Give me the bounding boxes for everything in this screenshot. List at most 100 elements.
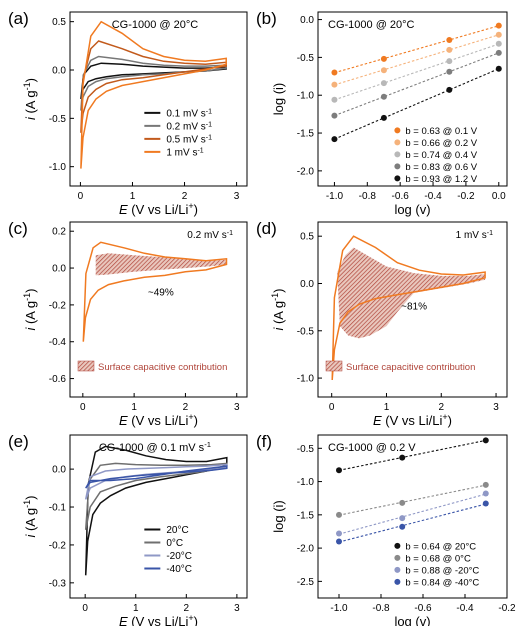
y-tick-label: -1.0	[297, 374, 315, 385]
legend-label: 0.2 mV s-1	[166, 121, 212, 133]
fit-line-3	[334, 52, 499, 117]
data-point	[399, 454, 406, 461]
data-point	[482, 490, 489, 497]
y-tick-label: -1.5	[297, 510, 315, 521]
x-tick-label: 3	[234, 402, 240, 413]
x-axis-label: E (V vs Li/Li+)	[119, 412, 198, 428]
y-tick-label: 0.0	[300, 279, 314, 290]
legend-label: 20°C	[166, 525, 188, 536]
cv-curve	[331, 235, 486, 381]
legend-marker	[394, 554, 401, 561]
legend-label: 0.5 mV s-1	[166, 134, 212, 146]
data-point	[331, 96, 338, 103]
data-point	[482, 437, 489, 444]
data-point	[446, 58, 453, 65]
data-point	[331, 136, 338, 143]
y-tick-label: -2.0	[297, 166, 315, 177]
data-point	[380, 114, 387, 121]
legend-label: 0°C	[166, 538, 183, 549]
plot-frame	[317, 434, 508, 599]
y-tick-label: -0.6	[49, 374, 67, 385]
series-line-3	[85, 465, 228, 489]
x-tick-label: 1	[131, 402, 137, 413]
data-point	[446, 36, 453, 43]
legend-marker	[394, 566, 401, 573]
legend-label: b = 0.63 @ 0.1 V	[405, 126, 477, 137]
panel-b: -1.0 -0.8 -0.6 -0.4 -0.2 0.0 -2.0 -1.5 -1.0 -0.5 0…	[256, 9, 508, 217]
y-tick-label: 0.5	[300, 232, 314, 243]
plot-frame	[69, 434, 248, 599]
chart-title: CG-1000 @ 0.1 mV s-1	[99, 440, 211, 455]
data-point	[495, 31, 502, 38]
data-point	[380, 80, 387, 87]
data-point	[399, 499, 406, 506]
x-tick-label: 1	[133, 603, 139, 614]
y-axis-label: i (A g-1)	[22, 495, 38, 537]
data-point	[380, 93, 387, 100]
x-tick-label: -0.8	[359, 191, 377, 202]
legend-marker	[394, 139, 401, 146]
legend-marker	[394, 542, 401, 549]
y-tick-label: -0.2	[49, 540, 67, 551]
data-point	[399, 515, 406, 522]
x-tick-label: 1	[130, 191, 136, 202]
x-tick-label: -0.8	[372, 603, 390, 614]
data-point	[331, 69, 338, 76]
y-tick-label: 0.5	[52, 17, 66, 28]
panel-c: 0 1 2 3 -0.6 -0.4 -0.2 0.0 0.2 (c) E (V vs Li/Li+)…	[8, 219, 248, 428]
y-tick-label: 0.2	[52, 227, 66, 238]
plot-frame	[69, 11, 248, 187]
data-point	[495, 49, 502, 56]
y-tick-label: -0.5	[297, 326, 315, 337]
fit-line-0	[338, 439, 486, 471]
legend-label: b = 0.74 @ 0.4 V	[405, 150, 477, 161]
y-tick-label: 0.0	[52, 465, 66, 476]
legend-marker	[394, 163, 401, 170]
legend-label: 0.1 mV s-1	[166, 108, 212, 120]
x-tick-label: -0.2	[498, 603, 516, 614]
data-point	[380, 67, 387, 74]
x-tick-label: 0	[80, 402, 86, 413]
data-point	[446, 46, 453, 53]
panel-letter: (c)	[8, 219, 28, 238]
capacitive-percent: ~81%	[401, 302, 427, 313]
x-tick-label: 2	[438, 402, 444, 413]
data-point	[495, 65, 502, 72]
x-axis-label: E (V vs Li/Li+)	[119, 201, 198, 217]
fit-line-0	[334, 25, 499, 74]
legend-label: Surface capacitive contribution	[346, 362, 475, 373]
x-tick-label: 2	[182, 191, 188, 202]
y-tick-label: 0.0	[52, 66, 66, 77]
plot-frame	[69, 221, 248, 398]
series-line-2	[80, 40, 227, 133]
panel-letter: (a)	[8, 9, 29, 28]
y-tick-label: -2.5	[297, 577, 315, 588]
y-tick-label: 0.0	[52, 264, 66, 275]
x-axis-label: E (V vs Li/Li+)	[373, 412, 452, 428]
chart-title: CG-1000 @ 20°C	[328, 19, 415, 31]
panel-letter: (e)	[8, 432, 29, 451]
legend-marker	[394, 127, 401, 134]
x-tick-label: 2	[184, 603, 190, 614]
series-line-2	[84, 463, 228, 500]
legend-label: b = 0.66 @ 0.2 V	[405, 138, 477, 149]
fit-line-2	[338, 493, 486, 535]
panel-letter: (f)	[256, 432, 272, 451]
x-tick-label: 0	[82, 603, 88, 614]
x-tick-label: 0	[329, 402, 335, 413]
data-point	[336, 538, 342, 545]
x-tick-label: 3	[493, 402, 499, 413]
data-point	[482, 500, 489, 507]
series-line-3	[80, 20, 227, 169]
x-axis-label: log (v)	[394, 202, 430, 217]
y-tick-label: -0.5	[297, 53, 315, 64]
panel-a: 0 1 2 3 -1.0 -0.5 0.0 0.5 (a) E (V vs Li/Li+) i (A…	[8, 9, 248, 217]
x-tick-label: 0	[78, 191, 84, 202]
fit-line-1	[334, 34, 499, 86]
panel-letter: (b)	[256, 9, 277, 28]
y-tick-label: -1.0	[297, 91, 315, 102]
fit-line-3	[338, 503, 486, 543]
panel-f: -1.0 -0.8 -0.6 -0.4 -0.2 -2.5 -2.0 -1.5 -1.0 -0.5…	[256, 432, 516, 626]
data-point	[331, 112, 338, 119]
data-point	[495, 22, 502, 29]
